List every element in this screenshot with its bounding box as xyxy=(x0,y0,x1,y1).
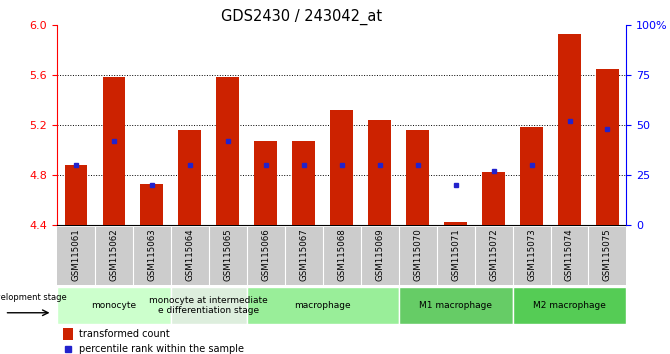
Bar xyxy=(369,120,391,225)
Text: GSM115071: GSM115071 xyxy=(451,228,460,281)
Bar xyxy=(399,287,513,324)
Bar xyxy=(171,287,247,324)
Text: monocyte at intermediate
e differentiation stage: monocyte at intermediate e differentiati… xyxy=(149,296,268,315)
Text: GSM115069: GSM115069 xyxy=(375,228,384,281)
Text: GDS2430 / 243042_at: GDS2430 / 243042_at xyxy=(221,9,382,25)
Text: GSM115075: GSM115075 xyxy=(603,228,612,281)
Bar xyxy=(216,77,239,225)
Text: GSM115067: GSM115067 xyxy=(299,228,308,281)
Text: GSM115072: GSM115072 xyxy=(489,228,498,281)
Bar xyxy=(103,77,125,225)
Text: GSM115061: GSM115061 xyxy=(72,228,80,281)
Text: transformed count: transformed count xyxy=(78,330,170,339)
Bar xyxy=(558,34,581,225)
Text: percentile rank within the sample: percentile rank within the sample xyxy=(78,344,244,354)
Bar xyxy=(178,130,201,225)
Bar xyxy=(406,130,429,225)
Bar xyxy=(64,165,87,225)
Bar xyxy=(247,287,399,324)
Text: GSM115065: GSM115065 xyxy=(223,228,232,281)
Text: GSM115068: GSM115068 xyxy=(337,228,346,281)
Bar xyxy=(596,69,619,225)
Bar xyxy=(520,127,543,225)
Text: GSM115063: GSM115063 xyxy=(147,228,156,281)
Text: monocyte: monocyte xyxy=(91,301,137,310)
Text: GSM115062: GSM115062 xyxy=(109,228,119,281)
Text: macrophage: macrophage xyxy=(294,301,351,310)
Text: development stage: development stage xyxy=(0,293,66,302)
Text: GSM115066: GSM115066 xyxy=(261,228,270,281)
Bar xyxy=(330,110,353,225)
Bar xyxy=(482,172,505,225)
Bar xyxy=(141,183,163,225)
Text: M2 macrophage: M2 macrophage xyxy=(533,301,606,310)
Text: GSM115073: GSM115073 xyxy=(527,228,536,281)
Bar xyxy=(444,222,467,225)
Bar xyxy=(255,141,277,225)
Text: M1 macrophage: M1 macrophage xyxy=(419,301,492,310)
Bar xyxy=(57,287,171,324)
Text: GSM115074: GSM115074 xyxy=(565,228,574,281)
Text: GSM115070: GSM115070 xyxy=(413,228,422,281)
Bar xyxy=(513,287,626,324)
Bar xyxy=(292,141,315,225)
Text: GSM115064: GSM115064 xyxy=(186,228,194,281)
Bar xyxy=(63,329,73,341)
